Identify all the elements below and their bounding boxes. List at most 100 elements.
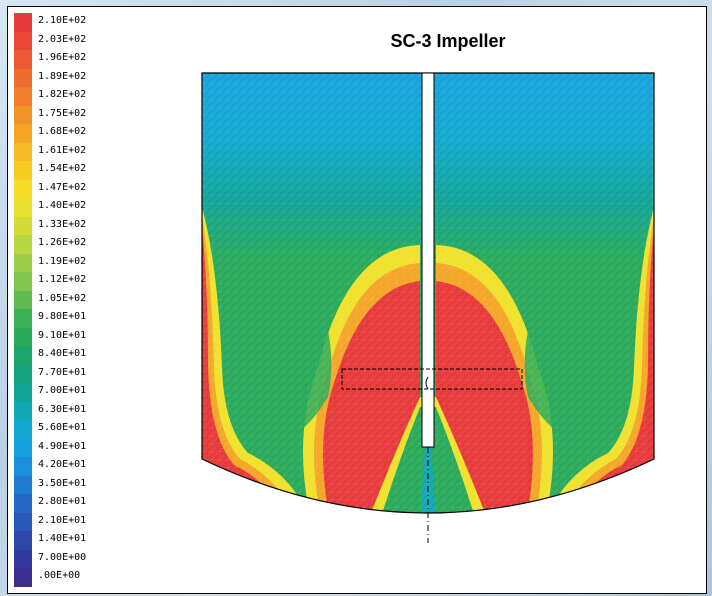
legend-swatch <box>14 105 32 124</box>
legend-label: 9.80E+01 <box>38 311 87 322</box>
legend-label: 1.26E+02 <box>38 237 87 248</box>
legend-swatch <box>14 87 32 106</box>
figure-title: SC-3 Impeller <box>390 31 506 51</box>
legend-row: 8.40E+01 <box>8 346 120 365</box>
legend-swatch <box>14 13 32 32</box>
legend-swatch <box>14 494 32 513</box>
legend-label: 2.10E+01 <box>38 514 87 526</box>
legend-label: 1.40E+01 <box>38 533 87 544</box>
legend-swatch <box>14 142 32 161</box>
legend-label: 1.47E+02 <box>38 181 87 193</box>
legend-row: 1.05E+02 <box>8 290 120 309</box>
legend-row: 1.40E+01 <box>8 531 120 550</box>
legend-swatch <box>14 420 32 439</box>
impeller-shaft <box>421 72 435 448</box>
legend-label: 4.90E+01 <box>38 440 87 452</box>
legend-swatch <box>14 50 32 69</box>
legend-swatch <box>14 31 32 50</box>
legend-swatch <box>14 383 32 402</box>
legend-row: 1.75E+02 <box>8 105 120 124</box>
legend-row: 1.19E+02 <box>8 253 120 272</box>
legend-row: 1.82E+02 <box>8 87 120 106</box>
legend-row: 6.30E+01 <box>8 401 120 420</box>
legend-swatch <box>14 216 32 235</box>
legend-label: 7.00E+01 <box>38 385 87 396</box>
impeller-region <box>341 368 523 390</box>
legend-swatch <box>14 290 32 309</box>
legend-row: 9.10E+01 <box>8 327 120 346</box>
legend-label: 7.00E+00 <box>38 551 87 563</box>
legend-swatch <box>14 161 32 180</box>
color-legend: 2.10E+02 2.03E+02 1.96E+02 1.89E+02 1.82E+02… <box>8 7 120 595</box>
legend-label: 8.40E+01 <box>38 348 87 359</box>
legend-row: 1.12E+02 <box>8 272 120 291</box>
legend-swatch <box>14 457 32 476</box>
legend-swatch <box>14 235 32 254</box>
legend-label: .00E+00 <box>38 570 81 581</box>
legend-swatch <box>14 438 32 457</box>
legend-row: 7.00E+01 <box>8 383 120 402</box>
legend-row: 1.40E+02 <box>8 198 120 217</box>
legend-swatch <box>14 512 32 531</box>
legend-label: 7.70E+01 <box>38 366 87 378</box>
legend-swatch <box>14 327 32 346</box>
legend-row: 2.80E+01 <box>8 494 120 513</box>
legend-row: 1.47E+02 <box>8 179 120 198</box>
legend-label: 2.10E+02 <box>38 15 87 26</box>
legend-row: 1.68E+02 <box>8 124 120 143</box>
legend-swatch <box>14 346 32 365</box>
legend-row: 4.20E+01 <box>8 457 120 476</box>
vessel-outline <box>201 72 655 514</box>
legend-swatch <box>14 272 32 291</box>
legend-swatch <box>14 179 32 198</box>
legend-row: 3.50E+01 <box>8 475 120 494</box>
legend-label: 1.75E+02 <box>38 107 87 119</box>
legend-row: 1.61E+02 <box>8 142 120 161</box>
legend-row: 7.00E+00 <box>8 549 120 568</box>
legend-swatch <box>14 475 32 494</box>
legend-row: 7.70E+01 <box>8 364 120 383</box>
legend-label: 1.82E+02 <box>38 89 87 100</box>
legend-label: 1.40E+02 <box>38 200 87 211</box>
figure-frame: 2.10E+02 2.03E+02 1.96E+02 1.89E+02 1.82E+02… <box>7 6 707 594</box>
legend-label: 1.96E+02 <box>38 52 87 63</box>
legend-row: 9.80E+01 <box>8 309 120 328</box>
legend-swatch <box>14 549 32 568</box>
legend-label: 6.30E+01 <box>38 403 87 415</box>
legend-label: 1.33E+02 <box>38 218 87 230</box>
legend-label: 4.20E+01 <box>38 459 87 470</box>
legend-label: 1.68E+02 <box>38 126 87 137</box>
legend-row: 2.10E+02 <box>8 13 120 32</box>
legend-label: 1.05E+02 <box>38 292 87 304</box>
legend-label: 5.60E+01 <box>38 422 87 433</box>
legend-swatch <box>14 309 32 328</box>
legend-label: 1.89E+02 <box>38 70 87 82</box>
legend-label: 2.80E+01 <box>38 496 87 507</box>
legend-row: 2.03E+02 <box>8 31 120 50</box>
legend-swatch <box>14 253 32 272</box>
legend-label: 9.10E+01 <box>38 329 87 341</box>
legend-swatch <box>14 568 32 587</box>
legend-row: 1.96E+02 <box>8 50 120 69</box>
legend-swatch <box>14 68 32 87</box>
legend-row: 5.60E+01 <box>8 420 120 439</box>
legend-row: 1.89E+02 <box>8 68 120 87</box>
legend-row: 4.90E+01 <box>8 438 120 457</box>
legend-swatch <box>14 364 32 383</box>
legend-label: 1.12E+02 <box>38 274 87 285</box>
legend-label: 3.50E+01 <box>38 477 87 489</box>
legend-swatch <box>14 198 32 217</box>
legend-row: 1.26E+02 <box>8 235 120 254</box>
legend-swatch <box>14 401 32 420</box>
legend-label: 1.54E+02 <box>38 163 87 174</box>
legend-swatch <box>14 124 32 143</box>
legend-row: 1.33E+02 <box>8 216 120 235</box>
legend-row: .00E+00 <box>8 568 120 587</box>
legend-label: 2.03E+02 <box>38 33 87 45</box>
velocity-contour-plot <box>201 72 655 543</box>
legend-swatch <box>14 531 32 550</box>
legend-label: 1.19E+02 <box>38 255 87 267</box>
legend-row: 2.10E+01 <box>8 512 120 531</box>
legend-row: 1.54E+02 <box>8 161 120 180</box>
legend-label: 1.61E+02 <box>38 144 87 156</box>
